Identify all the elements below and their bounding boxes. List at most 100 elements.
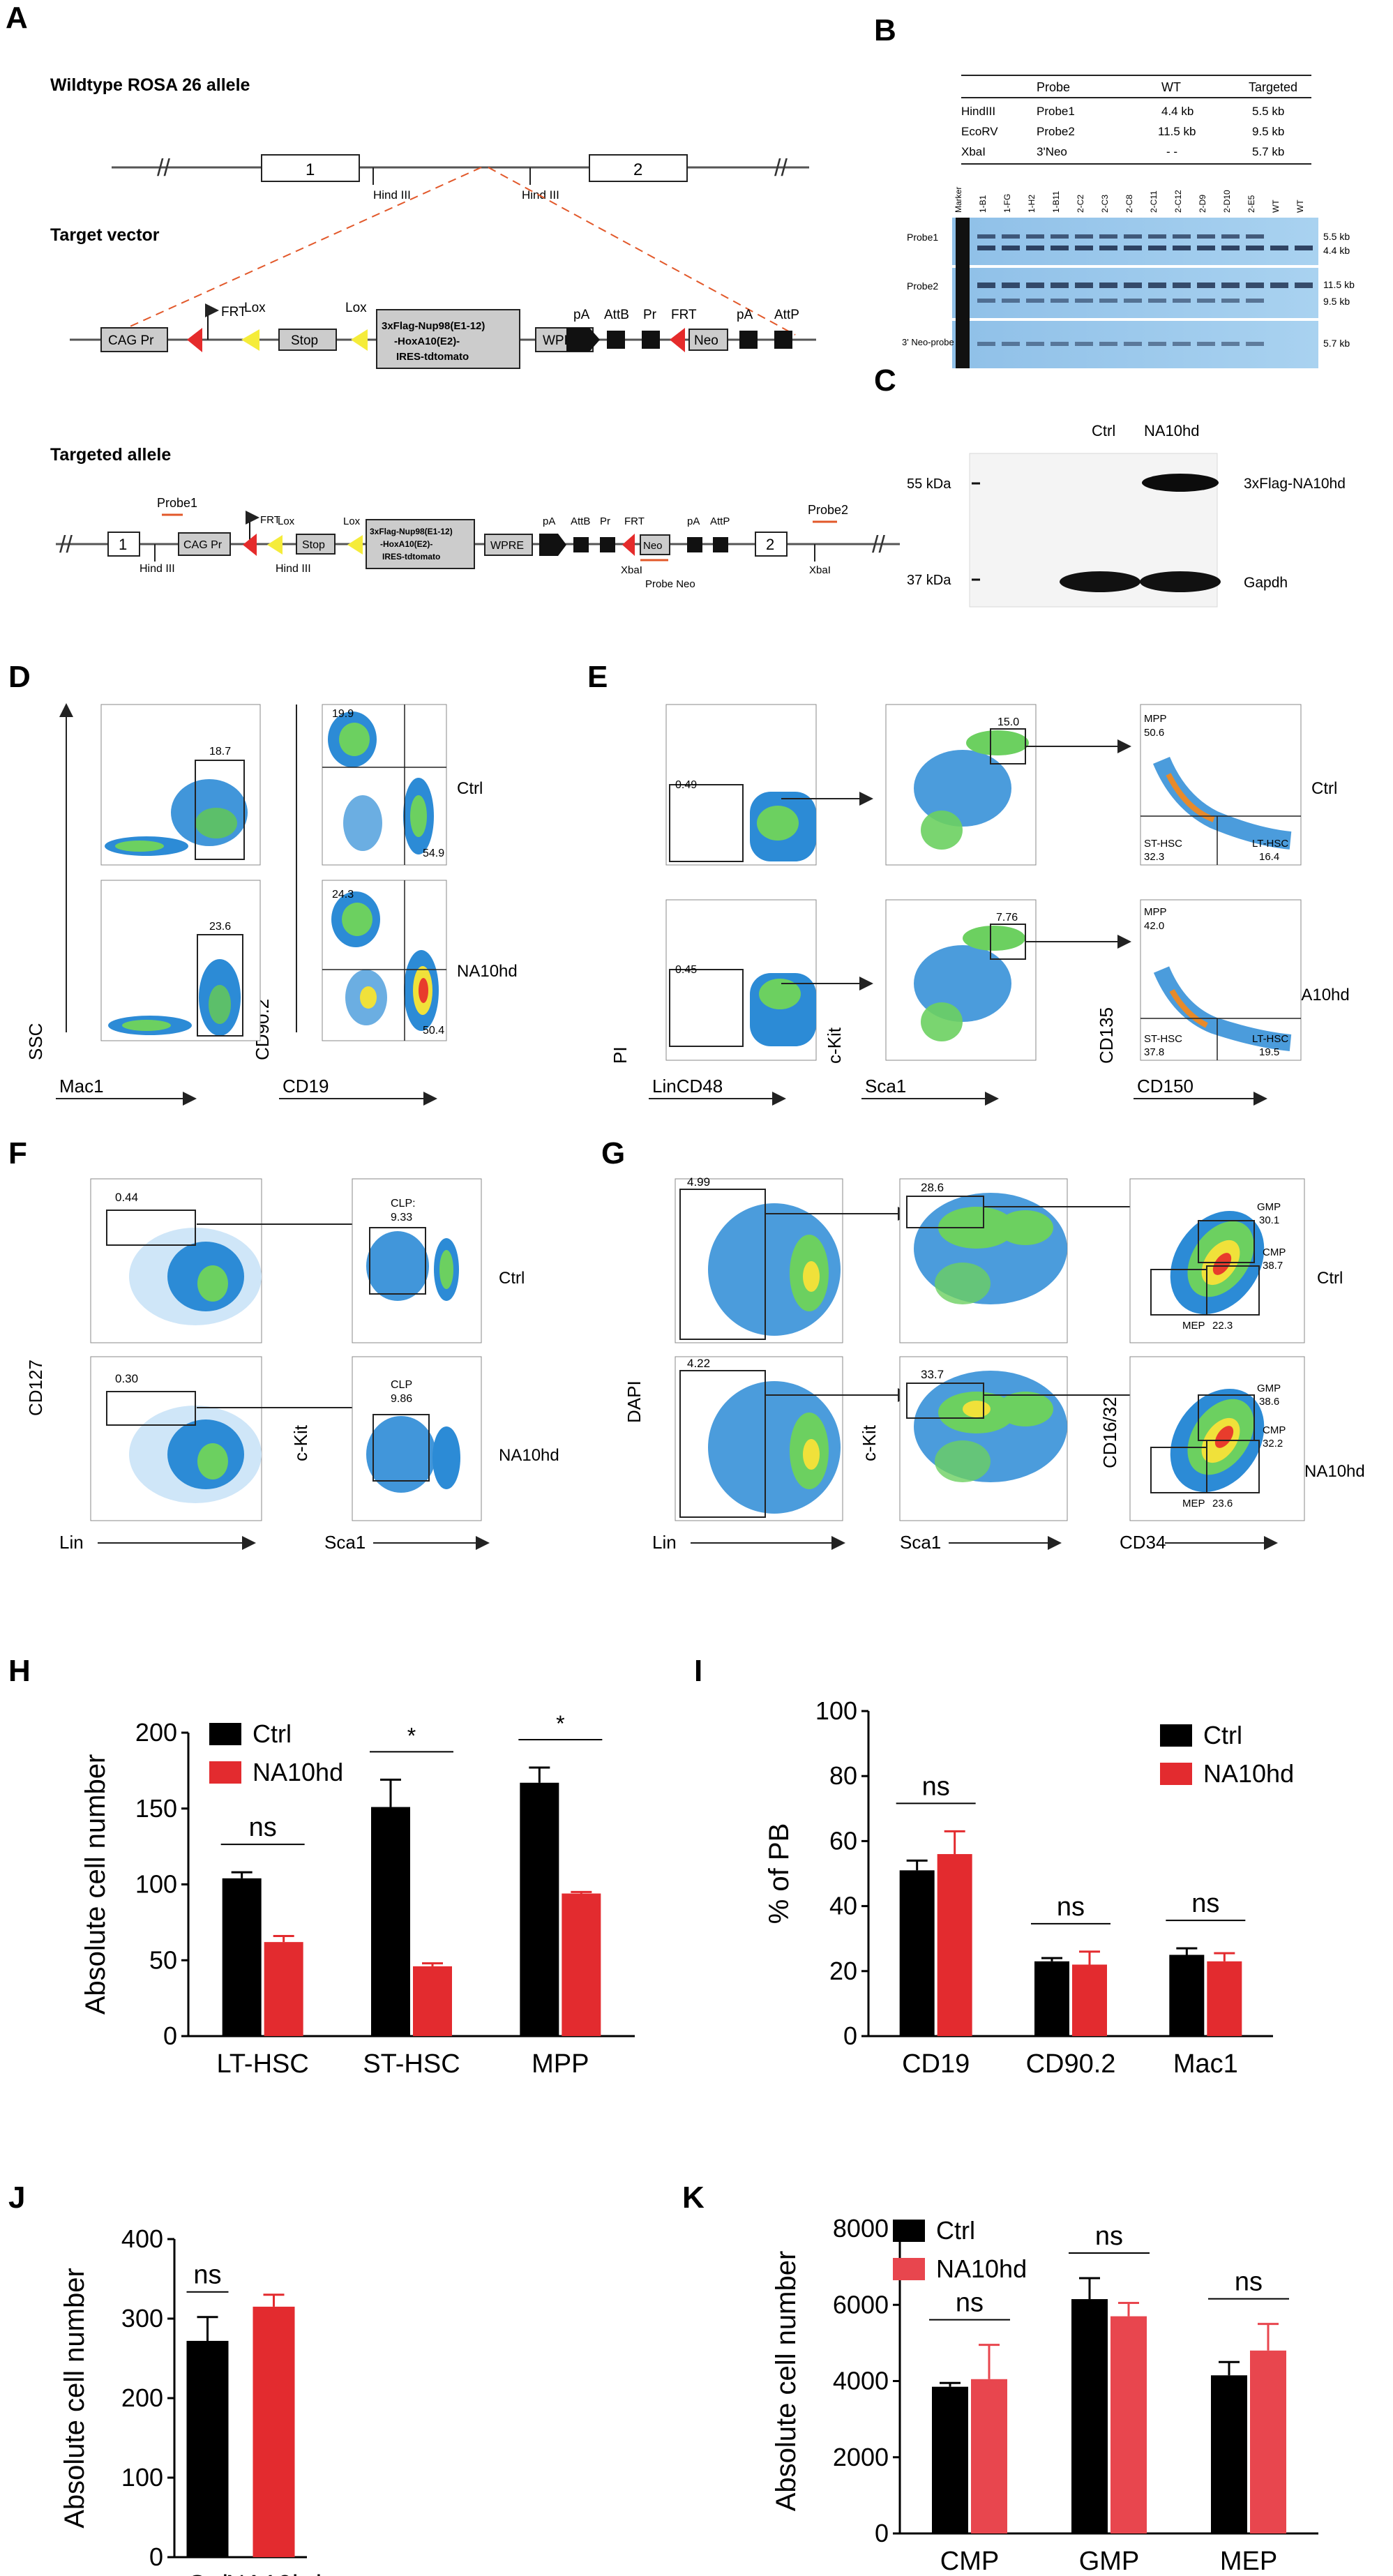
blot-lane-label: 2-E5 — [1247, 195, 1256, 213]
vector-lox-label-2: Lox — [345, 301, 367, 315]
d-gate-ctrl-mac1: 18.7 — [209, 746, 231, 758]
targeted-wpre: WPRE — [490, 540, 524, 552]
legend-swatch-na10hd — [1160, 1763, 1192, 1785]
band-probe1-wt — [977, 246, 995, 250]
significance-label: ns — [1095, 2222, 1123, 2251]
band-probe2-wt — [1051, 283, 1069, 288]
significance-label: ns — [1191, 1889, 1219, 1918]
band-probe2-targeted — [1197, 299, 1215, 303]
panel-letter-f: F — [8, 1136, 27, 1170]
x-tick-label: ST-HSC — [363, 2049, 460, 2079]
bar-ctrl — [1071, 2299, 1108, 2533]
g-plot-ctrl-2: 28.6 — [899, 1178, 1149, 1343]
western-lane-na10hd: NA10hd — [1144, 422, 1200, 439]
size-9-5kb: 9.5 kb — [1323, 296, 1350, 307]
g-gate-na-lk: 33.7 — [921, 1368, 944, 1381]
vector-cargo-l1: 3xFlag-Nup98(E1-12) — [382, 320, 485, 332]
band-probe1-targeted — [1124, 234, 1142, 239]
g-value-mep-ctrl: 22.3 — [1212, 1320, 1233, 1332]
table-cell: 5.7 kb — [1252, 145, 1284, 158]
bar-ctrl — [371, 1807, 410, 2036]
y-tick-label: 0 — [843, 2021, 857, 2050]
band-probe1-wt — [1197, 246, 1215, 250]
e-label-mpp-na: MPP — [1144, 906, 1167, 918]
wt-hind3-1: Hind III — [373, 188, 411, 202]
table-cell: HindIII — [961, 105, 995, 118]
band-probe2-wt — [1124, 283, 1142, 288]
band-neo-targeted — [1051, 342, 1069, 346]
d-plot-na-mac1: 23.6 — [100, 880, 261, 1041]
g-ylabel-cd1632: CD16/32 — [1099, 1396, 1120, 1468]
blot-lane-label: WT — [1271, 199, 1281, 213]
panel-letter-h: H — [8, 1654, 31, 1688]
wildtype-allele-title: Wildtype ROSA 26 allele — [50, 75, 250, 95]
band-probe1-wt — [1173, 246, 1191, 250]
vector-cargo-l3: IRES-tdtomato — [396, 351, 469, 363]
band-probe2-wt — [1026, 283, 1044, 288]
targeted-frt-1: FRT — [260, 514, 280, 526]
d-xlabel-mac1: Mac1 — [59, 1076, 104, 1097]
band-probe2-targeted — [977, 299, 995, 303]
e-ylabel-cd135: CD135 — [1096, 1007, 1117, 1064]
panel-letter-d: D — [8, 660, 31, 694]
band-probe2-wt — [1002, 283, 1020, 288]
g-row-ctrl: Ctrl — [1317, 1269, 1343, 1288]
g-gate-ctrl-lin: 4.99 — [687, 1175, 710, 1189]
d-gate-na-cd19: 50.4 — [423, 1025, 444, 1037]
band-probe1-targeted — [1075, 234, 1093, 239]
bar-na10hd — [253, 2306, 295, 2557]
g-ylabel-dapi: DAPI — [624, 1380, 645, 1423]
target-vector-title: Target vector — [50, 225, 160, 245]
f-gate-ctrl: 0.44 — [115, 1191, 138, 1204]
d-gate-na-cd90: 24.3 — [332, 889, 354, 901]
panel-letter-b: B — [874, 13, 896, 47]
band-probe1-targeted — [1197, 234, 1215, 239]
targeted-cargo-l1: 3xFlag-Nup98(E1-12) — [370, 527, 453, 536]
blot-lane-label: WT — [1295, 199, 1305, 213]
targeted-hind3-1: Hind III — [140, 563, 175, 575]
band-probe2-wt — [977, 283, 995, 288]
x-tick-label: LT-HSC — [217, 2049, 309, 2079]
y-tick-label: 100 — [135, 1870, 177, 1899]
e-plot-na-2: 7.76 — [885, 899, 1131, 1061]
band-probe1-targeted — [1148, 234, 1166, 239]
band-neo-targeted — [1197, 342, 1215, 346]
d-plot-na-cd19: 24.3 50.4 — [322, 880, 447, 1041]
chart-h: 0 50 100 150 200 Absolute cell number LT-HSC ns… — [80, 1711, 635, 2079]
d-plot-ctrl-cd19: 19.9 54.9 — [322, 704, 447, 866]
panel-a-schematic: Wildtype ROSA 26 allele // // 1 2 Hind I… — [50, 75, 900, 590]
vector-pa-label-2: pA — [737, 308, 753, 322]
x-tick-label: Ctrl — [187, 2570, 228, 2576]
g-label-mep-ctrl: MEP — [1182, 1320, 1205, 1332]
band-probe1-targeted — [1026, 234, 1044, 239]
wt-hind3-2: Hind III — [522, 188, 559, 202]
band-probe2-targeted — [1075, 299, 1093, 303]
g-label-cmp-na: CMP — [1263, 1424, 1286, 1436]
y-axis-label: Absolute cell number — [59, 2268, 90, 2529]
blot-lane-label: 2-D9 — [1198, 195, 1207, 213]
bar-na10hd — [264, 1942, 303, 2036]
panel-d-flow: SSC Mac1 CD90.2 CD19 Ctrl NA10hd 18.7 23… — [25, 703, 518, 1106]
vector-frt-label-2: FRT — [671, 308, 697, 322]
significance-label: ns — [249, 1813, 277, 1842]
legend-label-ctrl: Ctrl — [253, 1719, 292, 1748]
d-ylabel-ssc: SSC — [25, 1023, 46, 1060]
e-value-st-ctrl: 32.3 — [1144, 851, 1164, 863]
panel-letter-k: K — [682, 2180, 705, 2215]
e-plot-ctrl-2: 15.0 — [885, 704, 1131, 866]
g-gate-na-lin: 4.22 — [687, 1357, 710, 1370]
bar-ctrl — [1034, 1961, 1069, 2036]
y-tick-label: 2000 — [833, 2443, 889, 2471]
band-probe2-targeted — [1148, 299, 1166, 303]
legend-label-na10hd: NA10hd — [1203, 1759, 1294, 1788]
wt-exon-1: 1 — [306, 160, 315, 179]
band-probe1-targeted — [1246, 234, 1264, 239]
band-gapdh-ctrl — [1060, 571, 1140, 592]
g-label-mep-na: MEP — [1182, 1498, 1205, 1509]
e-label-st-na: ST-HSC — [1144, 1033, 1182, 1045]
band-label-gapdh: Gapdh — [1244, 575, 1288, 591]
targeted-exon-2: 2 — [766, 536, 774, 553]
bar-na10hd — [1110, 2316, 1147, 2533]
table-header-wt: WT — [1161, 80, 1181, 94]
bar-na10hd — [413, 1966, 452, 2036]
